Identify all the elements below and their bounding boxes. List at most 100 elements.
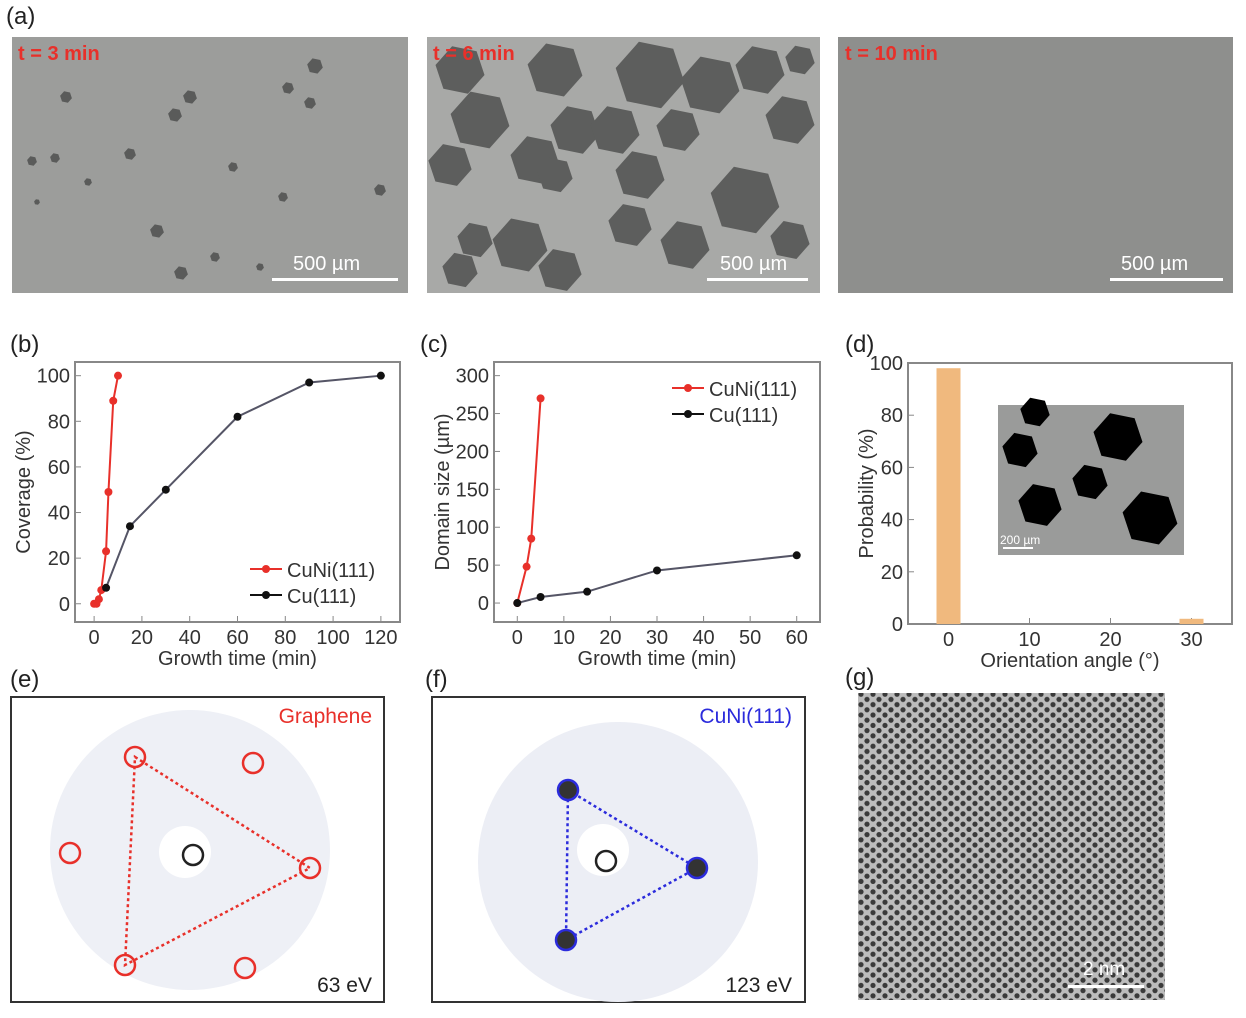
- y-tick-label: 0: [478, 593, 489, 615]
- scale-bar-label: 500 µm: [720, 253, 787, 275]
- y-tick-label: 60: [881, 457, 903, 479]
- y-axis-label: Coverage (%): [13, 430, 35, 553]
- graphene-domain: [735, 46, 785, 94]
- graphene-domain: [304, 97, 316, 109]
- x-tick-label: 20: [599, 627, 621, 649]
- data-point: [125, 522, 134, 531]
- graphene-domain: [457, 222, 493, 258]
- series-line: [105, 374, 381, 589]
- x-tick-label: 40: [179, 627, 201, 649]
- panel-label-d: (d): [845, 331, 874, 358]
- graphene-domain: [174, 266, 188, 280]
- x-tick-label: 20: [131, 627, 153, 649]
- data-point: [94, 595, 103, 604]
- graphene-domain: [1018, 484, 1062, 526]
- graphene-domain: [84, 178, 92, 186]
- y-tick-label: 0: [892, 614, 903, 636]
- graphene-domain: [307, 58, 323, 74]
- legend-label: Cu(111): [287, 586, 356, 608]
- y-tick-label: 40: [881, 510, 903, 532]
- y-tick-label: 60: [48, 457, 70, 479]
- data-point: [104, 488, 113, 496]
- data-point: [792, 551, 801, 560]
- data-point: [114, 371, 123, 380]
- graphene-domain: [60, 91, 72, 103]
- graphene-domain: [765, 96, 815, 144]
- bar: [936, 368, 961, 624]
- graphene-domain: [590, 106, 640, 154]
- stm-image: 2 nm: [858, 693, 1165, 1000]
- series-line: [516, 398, 542, 604]
- legend-marker: [684, 410, 692, 418]
- legend-label: CuNi(111): [709, 379, 797, 401]
- graphene-domain: [428, 144, 472, 186]
- y-tick-label: 100: [870, 353, 903, 375]
- graphene-domain: [492, 218, 548, 272]
- time-label: t = 6 min: [433, 43, 515, 65]
- graphene-domain: [656, 109, 700, 151]
- graphene-domain: [150, 224, 164, 238]
- legend-marker: [262, 565, 270, 573]
- chart-orientation: 0 10 20 30 0 20 40 60 80 100 Orientation angle (°)…: [856, 353, 1233, 672]
- panel-label-g: (g): [845, 664, 874, 691]
- y-tick-label: 200: [456, 441, 489, 463]
- y-tick-label: 100: [456, 517, 489, 539]
- x-tick-label: 120: [364, 627, 397, 649]
- y-tick-label: 20: [881, 562, 903, 584]
- panel-label-e: (e): [10, 666, 39, 693]
- inset-scale-label: 200 µm: [1000, 533, 1040, 547]
- leed-energy: 63 eV: [317, 974, 372, 997]
- leed-title: Graphene: [279, 705, 372, 728]
- data-point: [653, 566, 661, 575]
- x-tick-label: 60: [226, 627, 248, 649]
- leed-energy: 123 eV: [725, 974, 792, 997]
- graphene-domain: [527, 43, 583, 97]
- chart-domain-size: 0 10 20 30 40 50 60 0 50 100 150 200 250 300 Growth ti…: [432, 361, 821, 670]
- scale-bar-label: 500 µm: [293, 253, 360, 275]
- legend-marker: [684, 384, 692, 392]
- data-point: [102, 583, 111, 592]
- y-tick-label: 0: [59, 594, 70, 616]
- graphene-domain: [537, 157, 573, 193]
- time-label: t = 3 min: [18, 43, 100, 65]
- y-tick-label: 150: [456, 479, 489, 501]
- graphene-domain: [168, 108, 182, 122]
- x-tick-label: 50: [739, 627, 761, 649]
- data-point: [376, 371, 385, 380]
- leed-cuni: CuNi(111) 123 eV: [431, 696, 806, 1003]
- plot-frame: [493, 361, 821, 623]
- y-tick-label: 80: [881, 405, 903, 427]
- x-axis-label: Growth time (min): [578, 648, 737, 670]
- y-tick-label: 300: [456, 366, 489, 388]
- graphene-domain: [256, 263, 264, 271]
- legend-marker: [262, 591, 270, 599]
- x-axis-label: Orientation angle (°): [980, 650, 1159, 672]
- y-tick-label: 100: [37, 366, 70, 388]
- graphene-domain: [435, 46, 485, 94]
- y-tick-label: 250: [456, 404, 489, 426]
- plot-frame: [74, 361, 401, 623]
- graphene-domain: [615, 41, 685, 109]
- x-tick-label: 80: [274, 627, 296, 649]
- scale-bar-label: 2 nm: [1083, 959, 1125, 980]
- graphene-domain: [450, 91, 510, 149]
- x-tick-label: 40: [692, 627, 714, 649]
- x-tick-label: 30: [1180, 629, 1202, 651]
- x-tick-label: 100: [316, 627, 349, 649]
- leed-graphene: Graphene 63 eV: [10, 696, 385, 1003]
- panel-label-a: (a): [6, 3, 35, 30]
- y-tick-label: 40: [48, 503, 70, 525]
- graphene-domain: [34, 199, 40, 205]
- graphene-domain: [27, 156, 37, 166]
- micrograph-6min: t = 6 min 500 µm: [427, 37, 820, 293]
- y-tick-label: 50: [467, 555, 489, 577]
- graphene-domain: [442, 252, 478, 288]
- graphene-domain: [1020, 397, 1050, 427]
- legend-label: CuNi(111): [287, 560, 375, 582]
- x-tick-label: 60: [786, 627, 808, 649]
- y-tick-label: 20: [48, 548, 70, 570]
- leed-title: CuNi(111): [699, 705, 792, 728]
- y-tick-label: 80: [48, 411, 70, 433]
- data-point: [513, 599, 522, 608]
- x-tick-label: 0: [943, 629, 954, 651]
